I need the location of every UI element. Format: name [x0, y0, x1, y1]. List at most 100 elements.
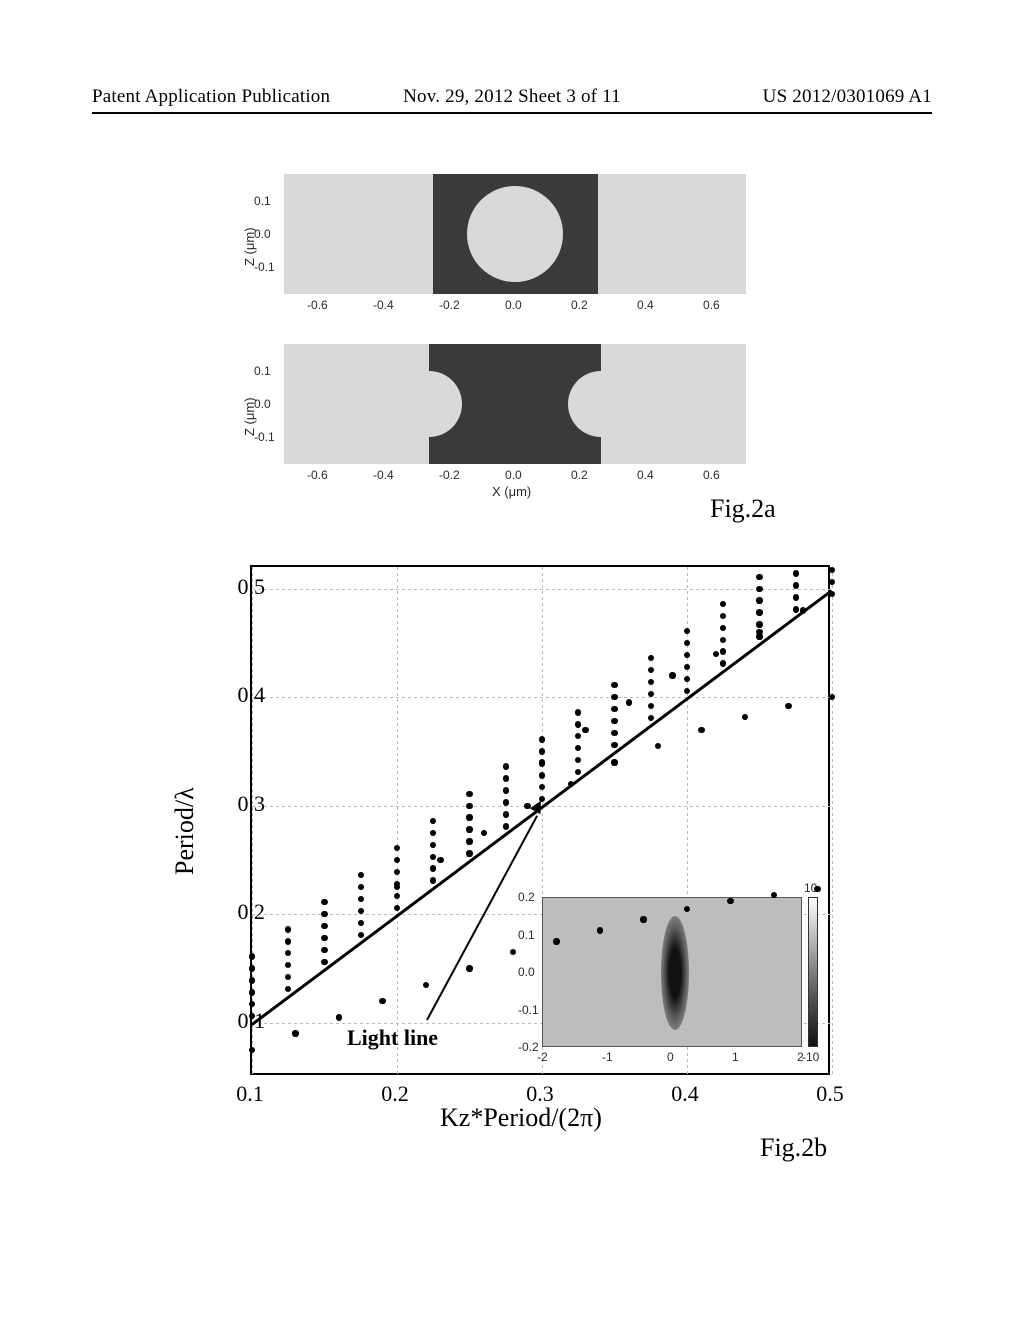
fig2b-marker — [611, 759, 617, 765]
fig2b-label: Fig.2b — [760, 1133, 827, 1163]
fig2b-inset — [542, 897, 802, 1047]
fig2b-marker — [423, 982, 429, 988]
fig2b-inset-ytick: -0.1 — [518, 1003, 539, 1017]
fig2b-marker — [430, 854, 436, 860]
fig2b-marker — [539, 772, 545, 778]
fig2b-marker — [249, 977, 255, 983]
page-header: Patent Application Publication Nov. 29, … — [92, 86, 932, 114]
fig2b-xtick: 0.4 — [671, 1081, 699, 1107]
fig2b-marker — [466, 965, 472, 971]
fig2b-marker — [793, 594, 799, 600]
fig2b-marker — [611, 718, 617, 724]
fig2b-marker — [713, 651, 719, 657]
fig2b-marker — [503, 787, 509, 793]
fig2b-ytick: 0.1 — [238, 1008, 266, 1034]
fig2b-inset-xtick: -2 — [537, 1050, 548, 1064]
fig2a-ytick: 0.1 — [254, 364, 271, 378]
fig2b-marker — [394, 905, 400, 911]
fig2b-marker — [756, 629, 762, 635]
fig2b-marker — [430, 877, 436, 883]
fig2a-xlabel: X (μm) — [492, 484, 531, 499]
fig2b-marker — [321, 935, 327, 941]
fig2b-marker — [379, 998, 385, 1004]
fig2b-marker — [503, 823, 509, 829]
fig2a-ytick: 0.0 — [254, 227, 271, 241]
fig2b-ytick: 0.2 — [238, 899, 266, 925]
header-left: Patent Application Publication — [92, 86, 330, 108]
fig2b-marker — [720, 637, 726, 643]
fig2a-xtick: 0.0 — [505, 468, 522, 482]
fig2a-xtick: -0.2 — [439, 468, 460, 482]
fig2b-marker — [430, 865, 436, 871]
fig2a-bottom-panel — [284, 344, 746, 464]
fig2a-label: Fig.2a — [710, 494, 776, 524]
fig2b-lightline-label: Light line — [347, 1025, 438, 1051]
fig2b-marker — [611, 694, 617, 700]
fig2b-xtick: 0.2 — [381, 1081, 409, 1107]
fig2b-marker — [466, 826, 472, 832]
fig2a-ytick: -0.1 — [254, 260, 275, 274]
fig2b-inset-ytick: 0.1 — [518, 928, 535, 942]
fig2b-marker — [771, 892, 777, 898]
fig2b-marker — [648, 679, 654, 685]
fig2a-xtick: 0.6 — [703, 468, 720, 482]
fig2b-marker — [503, 799, 509, 805]
fig2b-marker — [285, 962, 291, 968]
fig2b-marker — [720, 660, 726, 666]
fig2b-marker — [358, 932, 364, 938]
fig2b-xtick: 0.3 — [526, 1081, 554, 1107]
fig2b-marker — [430, 842, 436, 848]
figure-2a: Z (μm) 0.10.0-0.1 -0.6-0.4-0.20.00.20.40… — [210, 174, 770, 514]
fig2b-marker — [793, 570, 799, 576]
fig2b-marker — [510, 949, 516, 955]
fig2b-marker — [684, 640, 690, 646]
fig2b-marker — [503, 775, 509, 781]
fig2a-top-hole — [467, 186, 563, 282]
fig2b-marker — [684, 688, 690, 694]
fig2b-marker — [756, 609, 762, 615]
fig2b-marker — [597, 927, 603, 933]
fig2b-marker — [742, 714, 748, 720]
fig2b-marker — [285, 950, 291, 956]
fig2a-xtick: -0.2 — [439, 298, 460, 312]
fig2b-ytick: 0.5 — [238, 574, 266, 600]
fig2b-marker — [503, 763, 509, 769]
fig2b-ylabel: Period/λ — [170, 787, 200, 875]
fig2b-marker — [648, 655, 654, 661]
fig2a-xtick: 0.4 — [637, 468, 654, 482]
fig2b-marker — [321, 923, 327, 929]
fig2a-bottom-notch-right — [568, 371, 634, 437]
fig2b-inset-mode — [661, 916, 689, 1030]
fig2b-marker — [669, 672, 675, 678]
fig2a-ytick: 0.1 — [254, 194, 271, 208]
fig2b-grid-v — [832, 567, 833, 1077]
fig2b-plot-area: 0.20.10.0-0.1-0.2-2-101210-10Light line — [250, 565, 830, 1075]
fig2b-marker — [466, 803, 472, 809]
fig2b-xlabel: Kz*Period/(2π) — [440, 1103, 602, 1133]
fig2b-marker — [285, 986, 291, 992]
fig2b-marker — [249, 1001, 255, 1007]
fig2b-marker — [466, 791, 472, 797]
fig2a-xtick: 0.2 — [571, 468, 588, 482]
fig2b-marker — [756, 621, 762, 627]
fig2b-ytick: 0.4 — [238, 682, 266, 708]
fig2b-inset-ytick: 0.2 — [518, 890, 535, 904]
fig2a-xtick: 0.6 — [703, 298, 720, 312]
fig2a-ytick: 0.0 — [254, 397, 271, 411]
fig2b-marker — [336, 1014, 342, 1020]
fig2b-marker — [575, 757, 581, 763]
fig2b-marker — [539, 784, 545, 790]
fig2b-marker — [430, 818, 436, 824]
fig2a-ytick: -0.1 — [254, 430, 275, 444]
fig2b-marker — [829, 591, 835, 597]
fig2b-inset-xtick: -1 — [602, 1050, 613, 1064]
fig2a-xtick: -0.6 — [307, 298, 328, 312]
fig2b-marker — [684, 664, 690, 670]
fig2b-marker — [394, 857, 400, 863]
fig2b-marker — [756, 574, 762, 580]
fig2b-marker — [466, 814, 472, 820]
fig2b-marker — [466, 838, 472, 844]
fig2b-marker — [394, 884, 400, 890]
fig2b-marker — [539, 748, 545, 754]
header-mid: Nov. 29, 2012 Sheet 3 of 11 — [403, 86, 621, 108]
